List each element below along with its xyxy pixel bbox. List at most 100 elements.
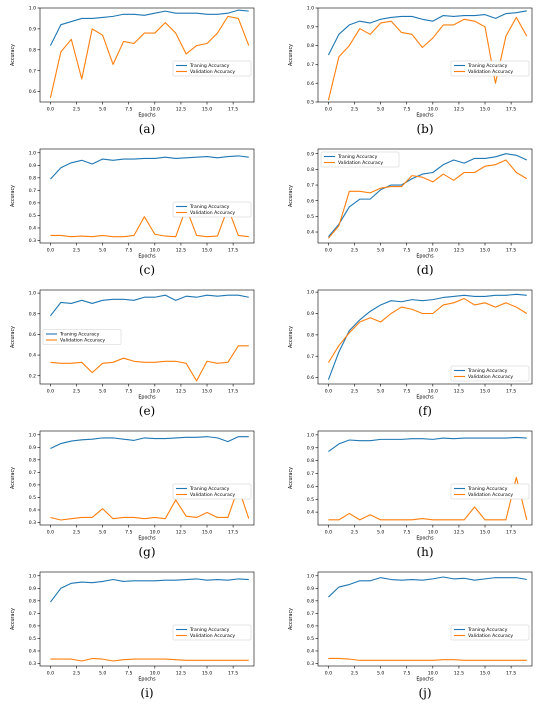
series-line-training xyxy=(328,436,527,453)
x-tick-label: 10.0 xyxy=(428,671,438,677)
y-tick-label: 0.4 xyxy=(29,508,36,514)
x-axis-label: Epochs xyxy=(138,254,156,260)
series-line-training xyxy=(327,293,527,380)
x-tick-label: 12.5 xyxy=(454,389,464,395)
legend-label: Traning Accuracy xyxy=(189,627,230,633)
x-tick-label: 5.0 xyxy=(377,389,384,395)
x-tick-label: 17.5 xyxy=(228,248,238,254)
x-tick-label: 17.5 xyxy=(506,671,516,677)
y-tick-label: 0.9 xyxy=(29,445,36,451)
y-tick-label: 0.4 xyxy=(29,649,36,655)
y-tick-label: 0.6 xyxy=(29,200,36,206)
x-tick-label: 7.5 xyxy=(125,107,132,113)
legend-label: Validation Accuracy xyxy=(190,492,235,498)
series-line-validation xyxy=(50,486,250,521)
y-tick-label: 0.5 xyxy=(29,495,36,501)
x-tick-label: 5.0 xyxy=(377,248,384,254)
x-tick-label: 10.0 xyxy=(150,389,160,395)
x-tick-label: 12.5 xyxy=(176,530,186,536)
series-line-validation xyxy=(50,657,249,662)
x-tick-label: 15.0 xyxy=(480,248,490,254)
x-tick-label: 5.0 xyxy=(99,107,106,113)
chart-a: 0.0 2.5 5.0 7.5 10.0 12.5 15.0 17.5 0.6 0.7 0.8 0.9… xyxy=(10,6,255,119)
chart-panel-b: 0.0 2.5 5.0 7.5 10.0 12.5 15.0 17.5 0.5 0.6 0.7 0.8… xyxy=(284,4,537,144)
y-tick-label: 0.5 xyxy=(307,100,314,106)
y-tick-label: 0.9 xyxy=(29,26,36,32)
y-tick-label: 0.6 xyxy=(307,81,314,87)
y-tick-label: 0.5 xyxy=(307,636,314,642)
x-tick-label: 17.5 xyxy=(228,671,238,677)
x-axis-label: Epochs xyxy=(138,677,156,683)
plot-frame xyxy=(317,289,533,385)
y-tick-label: 0.9 xyxy=(307,586,314,592)
y-tick-label: 0.5 xyxy=(29,636,36,642)
legend-label: Validation Accuracy xyxy=(190,633,235,639)
x-tick-label: 5.0 xyxy=(99,389,106,395)
chart-b: 0.0 2.5 5.0 7.5 10.0 12.5 15.0 17.5 0.5 0.6 0.7 0.8… xyxy=(288,6,533,119)
y-tick-label: 0.9 xyxy=(307,445,314,451)
subfigure-caption: (b) xyxy=(416,122,434,136)
x-tick-label: 2.5 xyxy=(351,530,358,536)
x-tick-label: 7.5 xyxy=(403,107,410,113)
series-line-validation xyxy=(49,15,250,98)
y-tick-label: 0.4 xyxy=(307,230,314,236)
y-tick-label: 0.9 xyxy=(307,24,314,30)
x-tick-label: 12.5 xyxy=(176,389,186,395)
x-tick-label: 2.5 xyxy=(73,107,80,113)
legend-label: Traning Accuracy xyxy=(467,627,508,633)
legend-label: Validation Accuracy xyxy=(468,69,513,75)
x-tick-label: 5.0 xyxy=(99,671,106,677)
y-tick-label: 0.8 xyxy=(307,458,314,464)
y-tick-label: 1.0 xyxy=(29,432,36,438)
y-tick-label: 0.8 xyxy=(307,43,314,49)
y-tick-label: 0.8 xyxy=(29,47,36,53)
chart-g: 0.0 2.5 5.0 7.5 10.0 12.5 15.0 17.5 0.3 0.4 0.5 0.6… xyxy=(10,430,255,542)
chart-panel-c: 0.0 2.5 5.0 7.5 10.0 12.5 15.0 17.5 0.3 0.4 0.5 0.6… xyxy=(6,145,259,285)
x-tick-label: 17.5 xyxy=(228,107,238,113)
chart-d: 0.0 2.5 5.0 7.5 10.0 12.5 15.0 17.5 0.4 0.5 0.6 0.7… xyxy=(288,148,533,260)
legend-label: Traning Accuracy xyxy=(189,204,230,210)
legend-label: Traning Accuracy xyxy=(189,486,230,492)
y-axis-label: Accuracy xyxy=(10,326,16,348)
chart-h: 0.0 2.5 5.0 7.5 10.0 12.5 15.0 17.5 0.4 0.5 0.6 0.7… xyxy=(288,430,533,542)
y-tick-label: 1.0 xyxy=(29,150,36,156)
subfigure-caption: (c) xyxy=(138,263,156,277)
y-tick-label: 1.0 xyxy=(307,573,314,579)
y-tick-label: 0.8 xyxy=(29,457,36,463)
x-tick-label: 2.5 xyxy=(351,671,358,677)
chart-panel-a: 0.0 2.5 5.0 7.5 10.0 12.5 15.0 17.5 0.6 0.7 0.8 0.9… xyxy=(6,4,259,144)
x-tick-label: 7.5 xyxy=(403,671,410,677)
y-tick-label: 0.9 xyxy=(29,163,36,169)
series-line-validation xyxy=(327,298,528,363)
x-axis-label: Epochs xyxy=(138,395,156,401)
y-axis-label: Accuracy xyxy=(288,467,294,489)
x-tick-label: 5.0 xyxy=(377,671,384,677)
legend-label: Validation Accuracy xyxy=(468,633,513,639)
x-tick-label: 7.5 xyxy=(125,671,132,677)
y-tick-label: 0.8 xyxy=(29,311,36,317)
x-tick-label: 2.5 xyxy=(73,671,80,677)
y-tick-label: 0.4 xyxy=(29,353,36,359)
y-tick-label: 0.9 xyxy=(307,151,314,157)
subfigure-caption: (e) xyxy=(138,404,156,418)
x-tick-label: 0.0 xyxy=(325,107,332,113)
series-line-training xyxy=(328,153,528,238)
y-tick-label: 0.6 xyxy=(29,623,36,629)
y-tick-label: 1.0 xyxy=(307,432,314,438)
legend-label: Validation Accuracy xyxy=(468,492,513,498)
y-tick-label: 0.4 xyxy=(307,649,314,655)
y-tick-label: 0.7 xyxy=(29,68,36,74)
x-tick-label: 12.5 xyxy=(176,671,186,677)
legend-label: Traning Accuracy xyxy=(337,154,378,160)
y-tick-label: 0.4 xyxy=(29,226,36,232)
y-tick-label: 0.3 xyxy=(29,520,36,526)
y-tick-label: 0.5 xyxy=(29,213,36,219)
y-tick-label: 0.3 xyxy=(307,661,314,667)
legend-label: Traning Accuracy xyxy=(59,332,100,338)
